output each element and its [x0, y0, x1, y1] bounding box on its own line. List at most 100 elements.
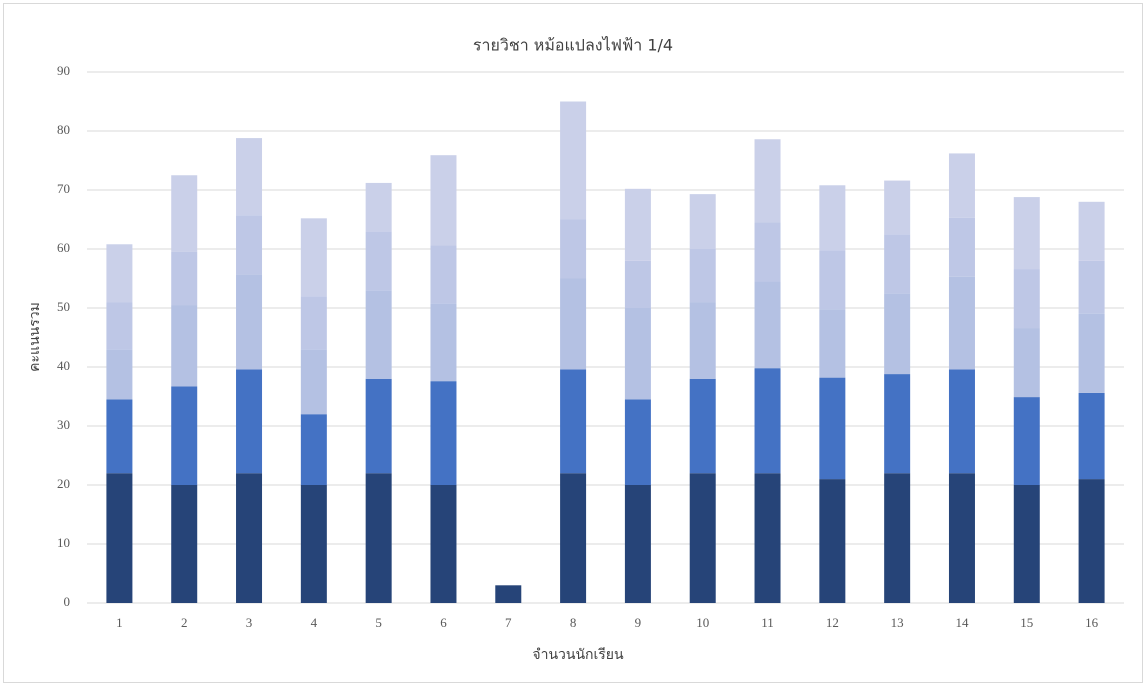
y-tick-label: 90	[57, 63, 70, 78]
bar-segment	[365, 182, 392, 232]
bar-segment	[754, 281, 781, 369]
bar-segment	[948, 369, 975, 474]
x-tick-label: 10	[696, 615, 709, 630]
bar-segment	[819, 250, 846, 310]
x-tick-label: 12	[826, 615, 839, 630]
bar-segment	[819, 479, 846, 603]
y-tick-label: 70	[57, 181, 70, 196]
bar-segment	[624, 308, 651, 400]
bar-segment	[236, 138, 263, 216]
bar-segment	[365, 473, 392, 603]
bar-segment	[430, 303, 457, 382]
bar-segment	[106, 244, 133, 303]
bar-segment	[884, 473, 911, 603]
x-tick-label: 8	[570, 615, 577, 630]
bar-segment	[624, 188, 651, 261]
bar-segment	[884, 293, 911, 375]
y-tick-label: 30	[57, 417, 70, 432]
bar-segment	[106, 302, 133, 350]
bar-segment	[819, 309, 846, 378]
bar-segment	[948, 153, 975, 218]
bar-segment	[106, 473, 133, 603]
bar-segment	[1078, 479, 1105, 603]
y-tick-label: 40	[57, 358, 70, 373]
bar-segment	[430, 245, 457, 304]
bar-segment	[171, 305, 198, 387]
bar-segment	[236, 215, 263, 275]
bar-segment	[430, 155, 457, 246]
x-tick-label: 15	[1020, 615, 1033, 630]
x-tick-label: 4	[311, 615, 318, 630]
bar-segment	[689, 249, 716, 303]
bar-segment	[754, 368, 781, 474]
bar-segment	[1078, 313, 1105, 393]
bar-segment	[171, 485, 198, 603]
bar-segment	[560, 278, 587, 370]
bar-segment	[300, 485, 327, 603]
bar-segment	[300, 349, 327, 415]
bar-segment	[1013, 485, 1040, 603]
bar-segment	[624, 485, 651, 603]
bar-segment	[300, 296, 327, 350]
y-tick-label: 0	[64, 594, 71, 609]
bar-segment	[689, 194, 716, 249]
bar-segment	[948, 217, 975, 277]
y-tick-label: 10	[57, 535, 70, 550]
bar-segment	[819, 185, 846, 251]
bar-segment	[884, 180, 911, 235]
bar-segment	[560, 369, 587, 474]
x-tick-label: 2	[181, 615, 188, 630]
bar-segment	[495, 585, 522, 603]
chart-title: รายวิชา หม้อแปลงไฟฟ้า 1/4	[473, 36, 673, 55]
x-tick-label: 7	[505, 615, 512, 630]
y-tick-label: 50	[57, 299, 70, 314]
x-tick-label: 13	[891, 615, 904, 630]
x-tick-label: 14	[955, 615, 969, 630]
bar-segment	[948, 276, 975, 370]
bar-segment	[624, 399, 651, 485]
bar-segment	[171, 251, 198, 306]
bar-segment	[1078, 392, 1105, 480]
bar-segment	[689, 378, 716, 474]
bar-segment	[1078, 260, 1105, 314]
x-tick-label: 6	[440, 615, 447, 630]
bar-segment	[560, 219, 587, 279]
bar-segment	[236, 369, 263, 474]
bar-segment	[1013, 197, 1040, 270]
bar-segment	[884, 374, 911, 474]
bar-segment	[106, 349, 133, 400]
bar-segment	[430, 381, 457, 485]
x-tick-label: 3	[246, 615, 253, 630]
bar-segment	[236, 274, 263, 370]
bar-segment	[365, 378, 392, 474]
bar-segment	[171, 175, 198, 252]
x-tick-label: 5	[375, 615, 382, 630]
x-tick-label: 11	[761, 615, 774, 630]
y-tick-label: 80	[57, 122, 70, 137]
bar-segment	[300, 218, 327, 297]
bar-segment	[754, 473, 781, 603]
bar-segment	[1013, 269, 1040, 329]
bar-segment	[365, 290, 392, 379]
bar-segment	[689, 302, 716, 379]
bar-segment	[236, 473, 263, 603]
bar-segment	[1078, 201, 1105, 261]
bar-segment	[754, 139, 781, 223]
bar-segment	[819, 377, 846, 480]
x-tick-label: 9	[635, 615, 642, 630]
bar-segment	[884, 234, 911, 294]
bar-segment	[560, 101, 587, 220]
x-tick-label: 1	[116, 615, 123, 630]
y-tick-label: 20	[57, 476, 70, 491]
bar-segment	[430, 485, 457, 603]
bar-segment	[754, 222, 781, 282]
y-tick-label: 60	[57, 240, 70, 255]
bar-segment	[1013, 397, 1040, 485]
x-tick-label: 16	[1085, 615, 1099, 630]
bar-segment	[560, 473, 587, 603]
bar-segment	[1013, 328, 1040, 398]
bar-segment	[624, 260, 651, 308]
bar-segment	[689, 473, 716, 603]
bar-segment	[365, 231, 392, 291]
